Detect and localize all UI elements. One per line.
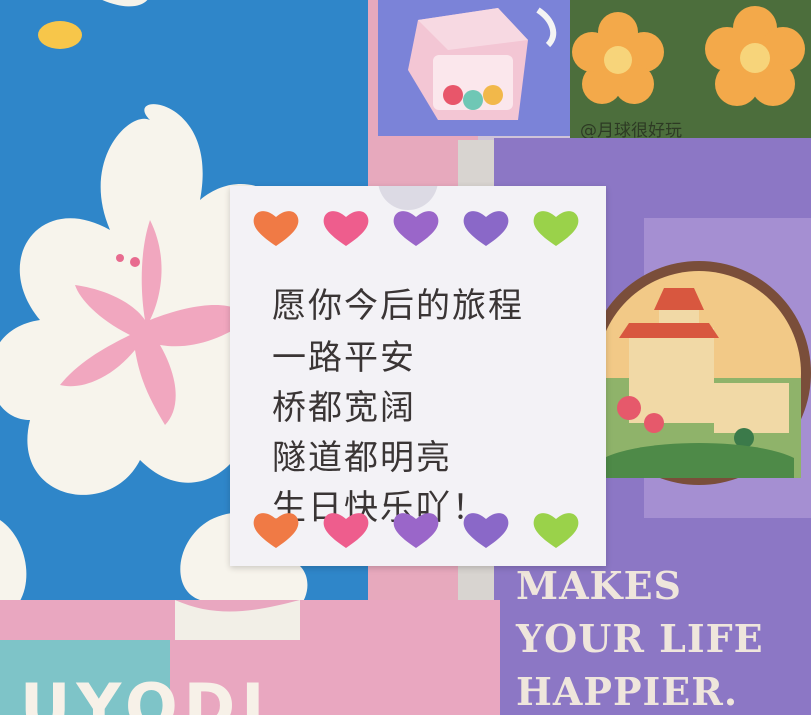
heart-violet-icon: [463, 513, 509, 548]
heart-pink-icon: [323, 513, 369, 548]
heart-purple-icon: [393, 211, 439, 246]
heart-green-icon: [533, 211, 579, 246]
artist-credit: @月球很好玩: [580, 121, 682, 141]
bottom-shapes: [0, 600, 300, 715]
note-line-5: 生日快乐吖！: [272, 488, 488, 528]
heart-pink-icon: [323, 211, 369, 246]
note-line-4: 隧道都明亮: [272, 438, 452, 478]
heart-purple-icon: [393, 513, 439, 548]
heart-orange-icon: [253, 211, 299, 246]
orange-flowers-illustration: [572, 6, 805, 106]
note-line-1: 愿你今后的旅程: [272, 286, 524, 326]
note-line-3: 桥都宽阔: [272, 388, 416, 428]
bottom-hearts-row: [253, 513, 579, 548]
poster-line-1: MAKES: [516, 563, 682, 608]
milk-carton-card: [378, 0, 570, 136]
note-decorations: [378, 186, 438, 210]
heart-violet-icon: [463, 211, 509, 246]
poster-line-3: HAPPIER.: [516, 669, 739, 714]
green-flower-card: @月球很好玩: [570, 0, 811, 142]
village-landscape-illustration: [587, 218, 811, 518]
top-hearts-row: [253, 211, 579, 246]
bottom-poster-letters: UYODI: [20, 670, 271, 715]
bottom-pink-poster: UYODI: [0, 600, 500, 715]
note-line-2: 一路平安: [272, 338, 416, 378]
heart-green-icon: [533, 513, 579, 548]
milk-carton-illustration: [408, 7, 557, 120]
poster-line-2: YOUR LIFE: [516, 616, 764, 661]
heart-orange-icon: [253, 513, 299, 548]
handwritten-note: 愿你今后的旅程 一路平安 桥都宽阔 隧道都明亮 生日快乐吖！: [230, 186, 606, 566]
